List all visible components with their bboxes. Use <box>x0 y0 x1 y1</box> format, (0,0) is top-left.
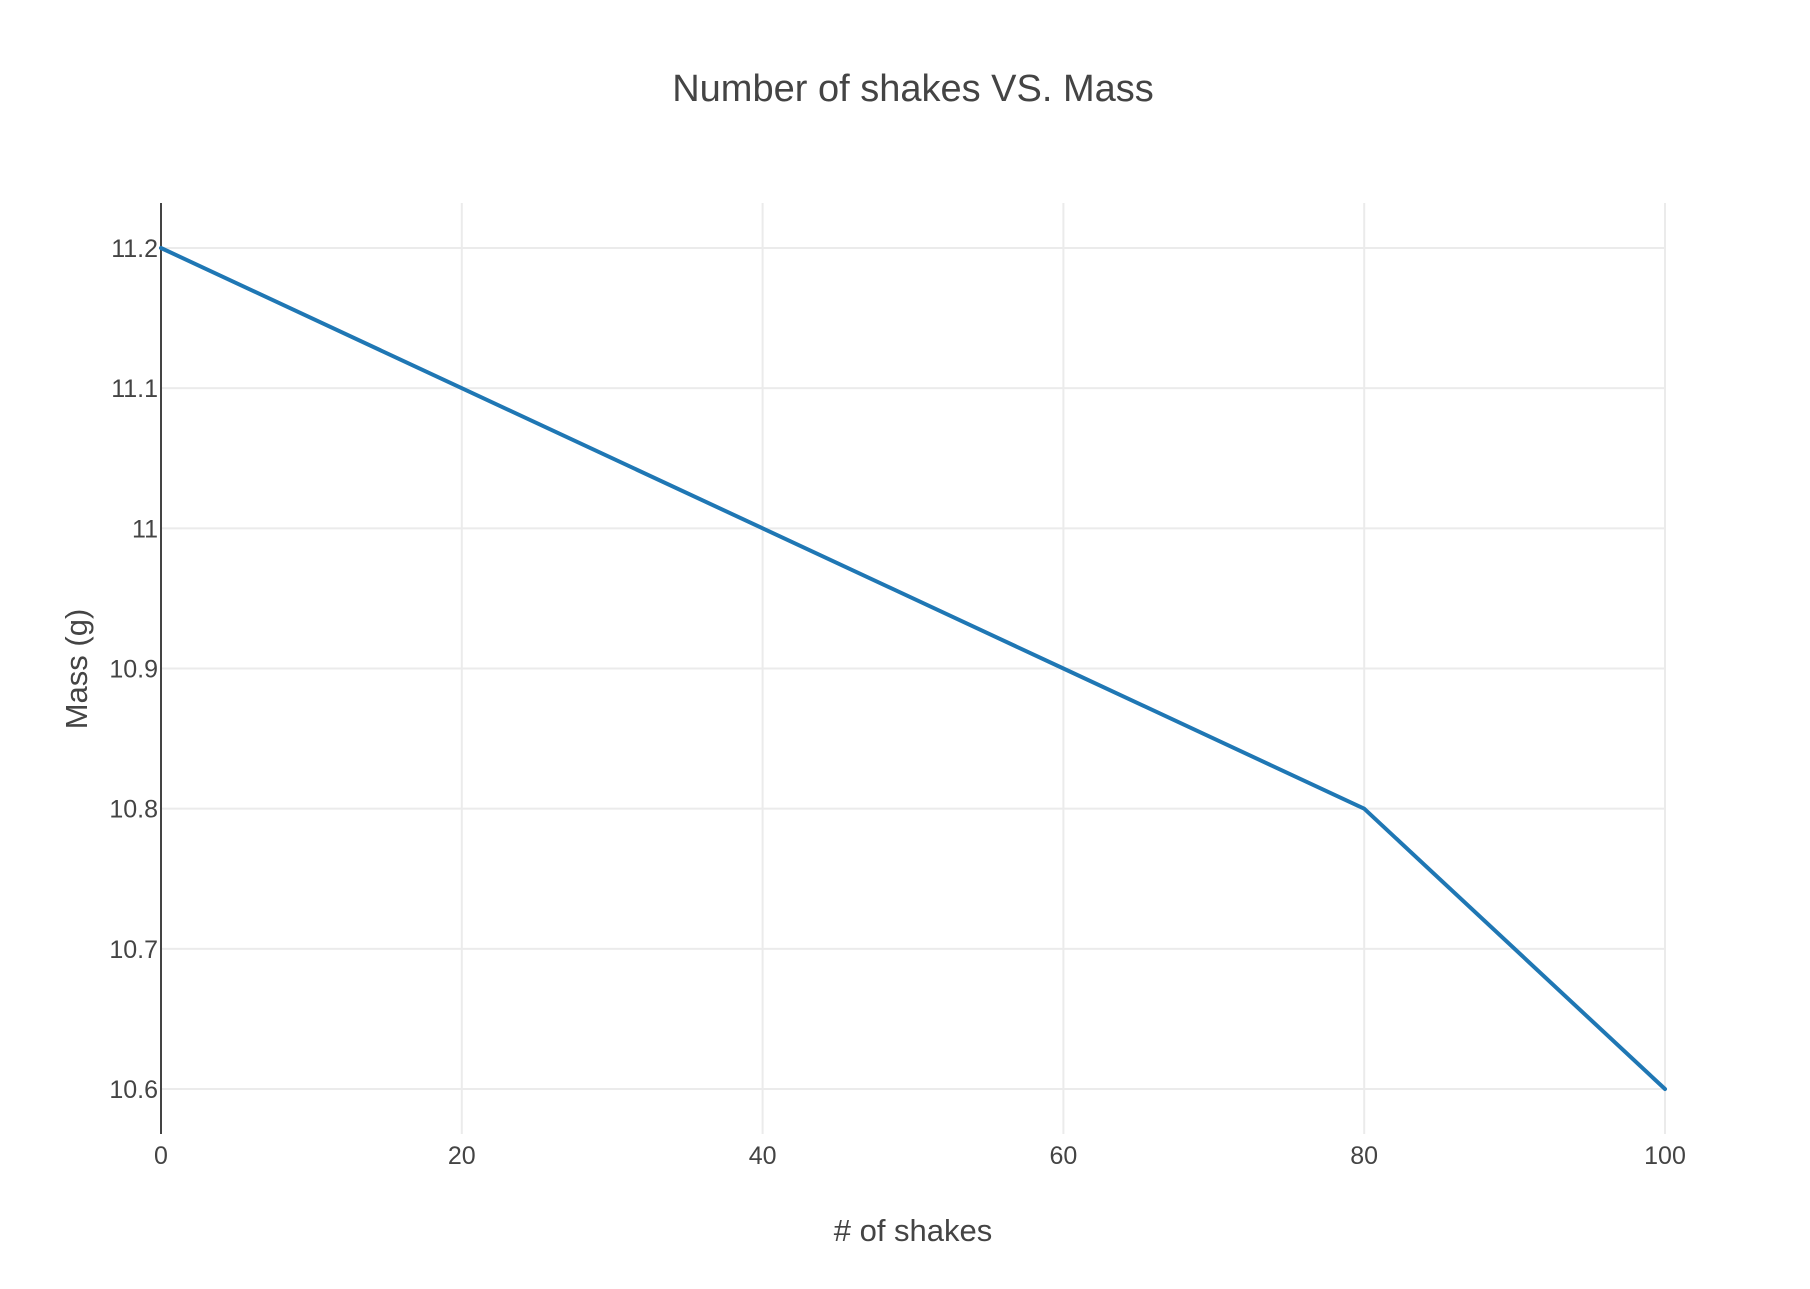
x-tick-label: 0 <box>154 1142 168 1170</box>
x-tick-label: 20 <box>448 1142 476 1170</box>
series-layer <box>159 246 1667 1091</box>
x-tick-label: 40 <box>749 1142 777 1170</box>
y-axis-title: Mass (g) <box>59 609 94 730</box>
y-tick-label: 10.8 <box>109 796 158 824</box>
y-tick-label: 10.9 <box>109 656 158 684</box>
y-tick-label: 11.2 <box>111 235 158 263</box>
x-tick-label: 60 <box>1049 1142 1077 1170</box>
chart-title: Number of shakes VS. Mass <box>672 68 1154 110</box>
gridlines <box>161 203 1666 1134</box>
y-tick-label: 10.6 <box>109 1076 158 1104</box>
x-axis-title: # of shakes <box>834 1213 993 1248</box>
x-tick-label: 80 <box>1350 1142 1378 1170</box>
tick-labels: 0 20 40 60 80 100 10.6 10.7 10.8 10.9 11 11.1 11.2 <box>109 235 1686 1170</box>
series-line <box>159 246 1667 1091</box>
y-tick-label: 11 <box>132 515 158 543</box>
x-tick-label: 100 <box>1644 1142 1686 1170</box>
y-tick-label: 10.7 <box>109 936 158 964</box>
y-tick-label: 11.1 <box>111 375 158 403</box>
